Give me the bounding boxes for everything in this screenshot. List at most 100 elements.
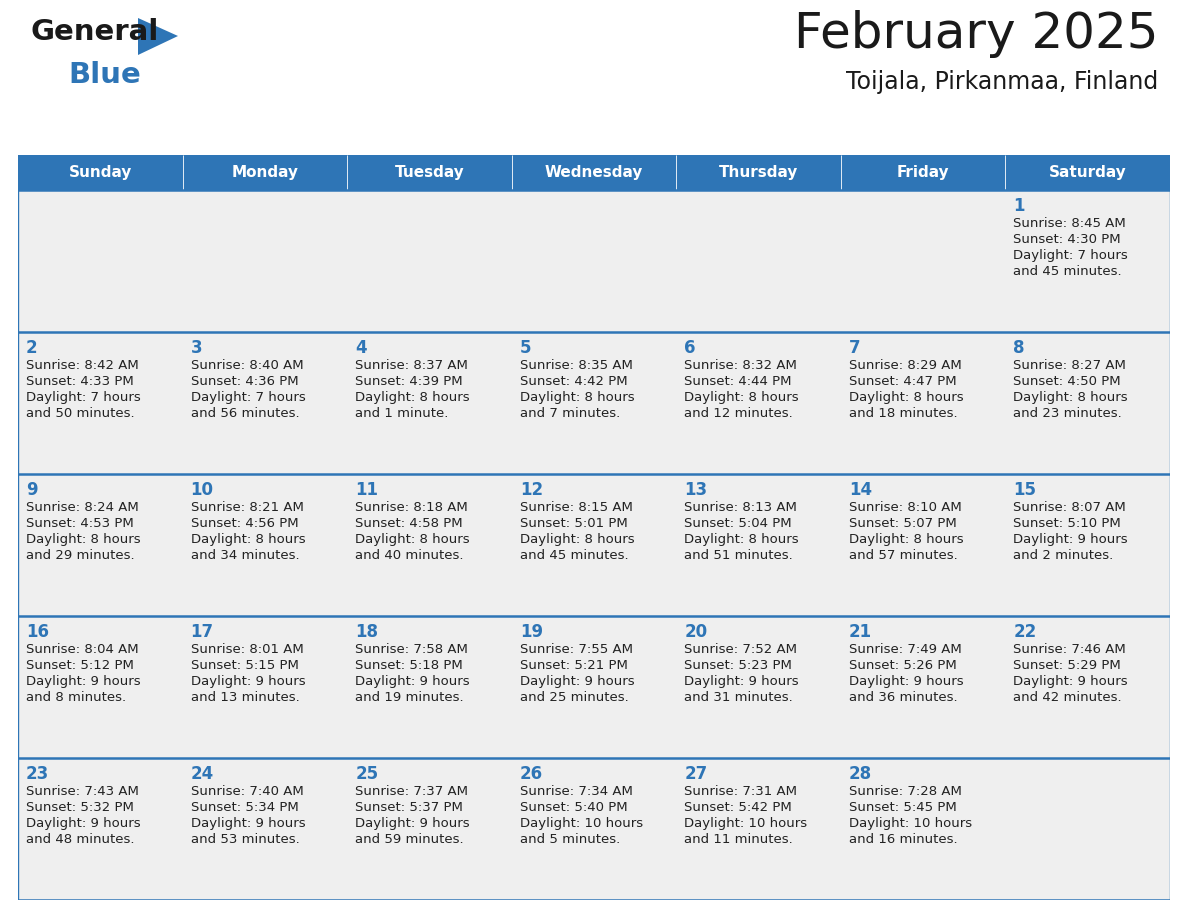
Text: and 50 minutes.: and 50 minutes. — [26, 407, 134, 420]
Text: 25: 25 — [355, 765, 378, 783]
Text: Daylight: 9 hours: Daylight: 9 hours — [355, 675, 469, 688]
Bar — [512, 332, 676, 474]
Text: Sunset: 5:40 PM: Sunset: 5:40 PM — [519, 801, 627, 814]
Text: 26: 26 — [519, 765, 543, 783]
Bar — [512, 758, 676, 900]
Bar — [18, 758, 183, 900]
Text: and 18 minutes.: and 18 minutes. — [849, 407, 958, 420]
Bar — [1005, 616, 1170, 758]
Text: Sunrise: 7:46 AM: Sunrise: 7:46 AM — [1013, 643, 1126, 656]
Bar — [183, 155, 347, 190]
Text: Sunrise: 8:04 AM: Sunrise: 8:04 AM — [26, 643, 139, 656]
Text: Sunrise: 7:52 AM: Sunrise: 7:52 AM — [684, 643, 797, 656]
Text: Sunrise: 8:40 AM: Sunrise: 8:40 AM — [190, 359, 303, 372]
Text: 13: 13 — [684, 481, 707, 499]
Text: Sunrise: 8:21 AM: Sunrise: 8:21 AM — [190, 501, 303, 514]
Text: Daylight: 8 hours: Daylight: 8 hours — [519, 533, 634, 546]
Bar — [1005, 474, 1170, 616]
Text: Daylight: 8 hours: Daylight: 8 hours — [519, 391, 634, 404]
Bar — [841, 616, 1005, 758]
Text: Sunset: 5:29 PM: Sunset: 5:29 PM — [1013, 659, 1121, 672]
Text: Daylight: 10 hours: Daylight: 10 hours — [684, 817, 808, 830]
Bar — [183, 190, 347, 332]
Text: Sunset: 5:21 PM: Sunset: 5:21 PM — [519, 659, 627, 672]
Text: Sunrise: 7:37 AM: Sunrise: 7:37 AM — [355, 785, 468, 798]
Text: 1: 1 — [1013, 197, 1025, 215]
Text: Sunset: 5:37 PM: Sunset: 5:37 PM — [355, 801, 463, 814]
Text: 6: 6 — [684, 339, 696, 357]
Text: Sunrise: 8:07 AM: Sunrise: 8:07 AM — [1013, 501, 1126, 514]
Bar — [512, 616, 676, 758]
Text: Sunset: 4:47 PM: Sunset: 4:47 PM — [849, 375, 956, 388]
Text: Sunrise: 8:15 AM: Sunrise: 8:15 AM — [519, 501, 632, 514]
Bar — [676, 155, 841, 190]
Text: and 57 minutes.: and 57 minutes. — [849, 549, 958, 562]
Text: Sunset: 5:12 PM: Sunset: 5:12 PM — [26, 659, 134, 672]
Text: 8: 8 — [1013, 339, 1025, 357]
Bar — [347, 332, 512, 474]
Text: Daylight: 9 hours: Daylight: 9 hours — [849, 675, 963, 688]
Bar — [18, 474, 183, 616]
Text: Daylight: 8 hours: Daylight: 8 hours — [355, 391, 469, 404]
Text: Sunrise: 7:34 AM: Sunrise: 7:34 AM — [519, 785, 632, 798]
Text: Sunrise: 8:29 AM: Sunrise: 8:29 AM — [849, 359, 961, 372]
Text: Blue: Blue — [68, 61, 140, 89]
Text: Sunrise: 8:10 AM: Sunrise: 8:10 AM — [849, 501, 961, 514]
Text: and 12 minutes.: and 12 minutes. — [684, 407, 794, 420]
Text: and 16 minutes.: and 16 minutes. — [849, 833, 958, 846]
Text: Sunset: 4:30 PM: Sunset: 4:30 PM — [1013, 233, 1121, 246]
Text: Sunrise: 8:42 AM: Sunrise: 8:42 AM — [26, 359, 139, 372]
Bar — [512, 155, 676, 190]
Text: and 7 minutes.: and 7 minutes. — [519, 407, 620, 420]
Text: Friday: Friday — [897, 165, 949, 180]
Text: Wednesday: Wednesday — [545, 165, 643, 180]
Text: Sunrise: 7:43 AM: Sunrise: 7:43 AM — [26, 785, 139, 798]
Text: 21: 21 — [849, 623, 872, 641]
Text: 5: 5 — [519, 339, 531, 357]
Text: and 56 minutes.: and 56 minutes. — [190, 407, 299, 420]
Text: Daylight: 9 hours: Daylight: 9 hours — [684, 675, 798, 688]
Text: 7: 7 — [849, 339, 860, 357]
Bar — [18, 155, 183, 190]
Bar — [347, 190, 512, 332]
Text: Daylight: 10 hours: Daylight: 10 hours — [849, 817, 972, 830]
Text: Sunset: 5:23 PM: Sunset: 5:23 PM — [684, 659, 792, 672]
Bar — [347, 758, 512, 900]
Text: Sunset: 4:39 PM: Sunset: 4:39 PM — [355, 375, 463, 388]
Bar — [18, 616, 183, 758]
Text: 12: 12 — [519, 481, 543, 499]
Bar — [183, 758, 347, 900]
Text: Daylight: 9 hours: Daylight: 9 hours — [1013, 533, 1129, 546]
Text: 18: 18 — [355, 623, 378, 641]
Text: Daylight: 8 hours: Daylight: 8 hours — [684, 533, 798, 546]
Text: Sunrise: 8:32 AM: Sunrise: 8:32 AM — [684, 359, 797, 372]
Text: 16: 16 — [26, 623, 49, 641]
Text: and 48 minutes.: and 48 minutes. — [26, 833, 134, 846]
Text: Daylight: 9 hours: Daylight: 9 hours — [1013, 675, 1129, 688]
Polygon shape — [138, 18, 178, 55]
Text: Sunday: Sunday — [69, 165, 132, 180]
Text: and 2 minutes.: and 2 minutes. — [1013, 549, 1113, 562]
Text: and 25 minutes.: and 25 minutes. — [519, 691, 628, 704]
Text: 9: 9 — [26, 481, 38, 499]
Bar — [1005, 190, 1170, 332]
Bar — [676, 190, 841, 332]
Text: and 42 minutes.: and 42 minutes. — [1013, 691, 1121, 704]
Bar — [1005, 155, 1170, 190]
Text: Sunrise: 7:31 AM: Sunrise: 7:31 AM — [684, 785, 797, 798]
Text: Sunset: 4:50 PM: Sunset: 4:50 PM — [1013, 375, 1121, 388]
Text: Sunset: 4:56 PM: Sunset: 4:56 PM — [190, 517, 298, 530]
Bar — [18, 190, 183, 332]
Text: Sunrise: 8:27 AM: Sunrise: 8:27 AM — [1013, 359, 1126, 372]
Text: Sunset: 4:36 PM: Sunset: 4:36 PM — [190, 375, 298, 388]
Bar — [347, 155, 512, 190]
Text: Daylight: 8 hours: Daylight: 8 hours — [26, 533, 140, 546]
Text: Daylight: 8 hours: Daylight: 8 hours — [190, 533, 305, 546]
Text: Sunrise: 8:01 AM: Sunrise: 8:01 AM — [190, 643, 303, 656]
Text: Sunrise: 8:13 AM: Sunrise: 8:13 AM — [684, 501, 797, 514]
Bar — [676, 758, 841, 900]
Text: and 51 minutes.: and 51 minutes. — [684, 549, 794, 562]
Bar — [1005, 758, 1170, 900]
Text: and 5 minutes.: and 5 minutes. — [519, 833, 620, 846]
Text: and 23 minutes.: and 23 minutes. — [1013, 407, 1123, 420]
